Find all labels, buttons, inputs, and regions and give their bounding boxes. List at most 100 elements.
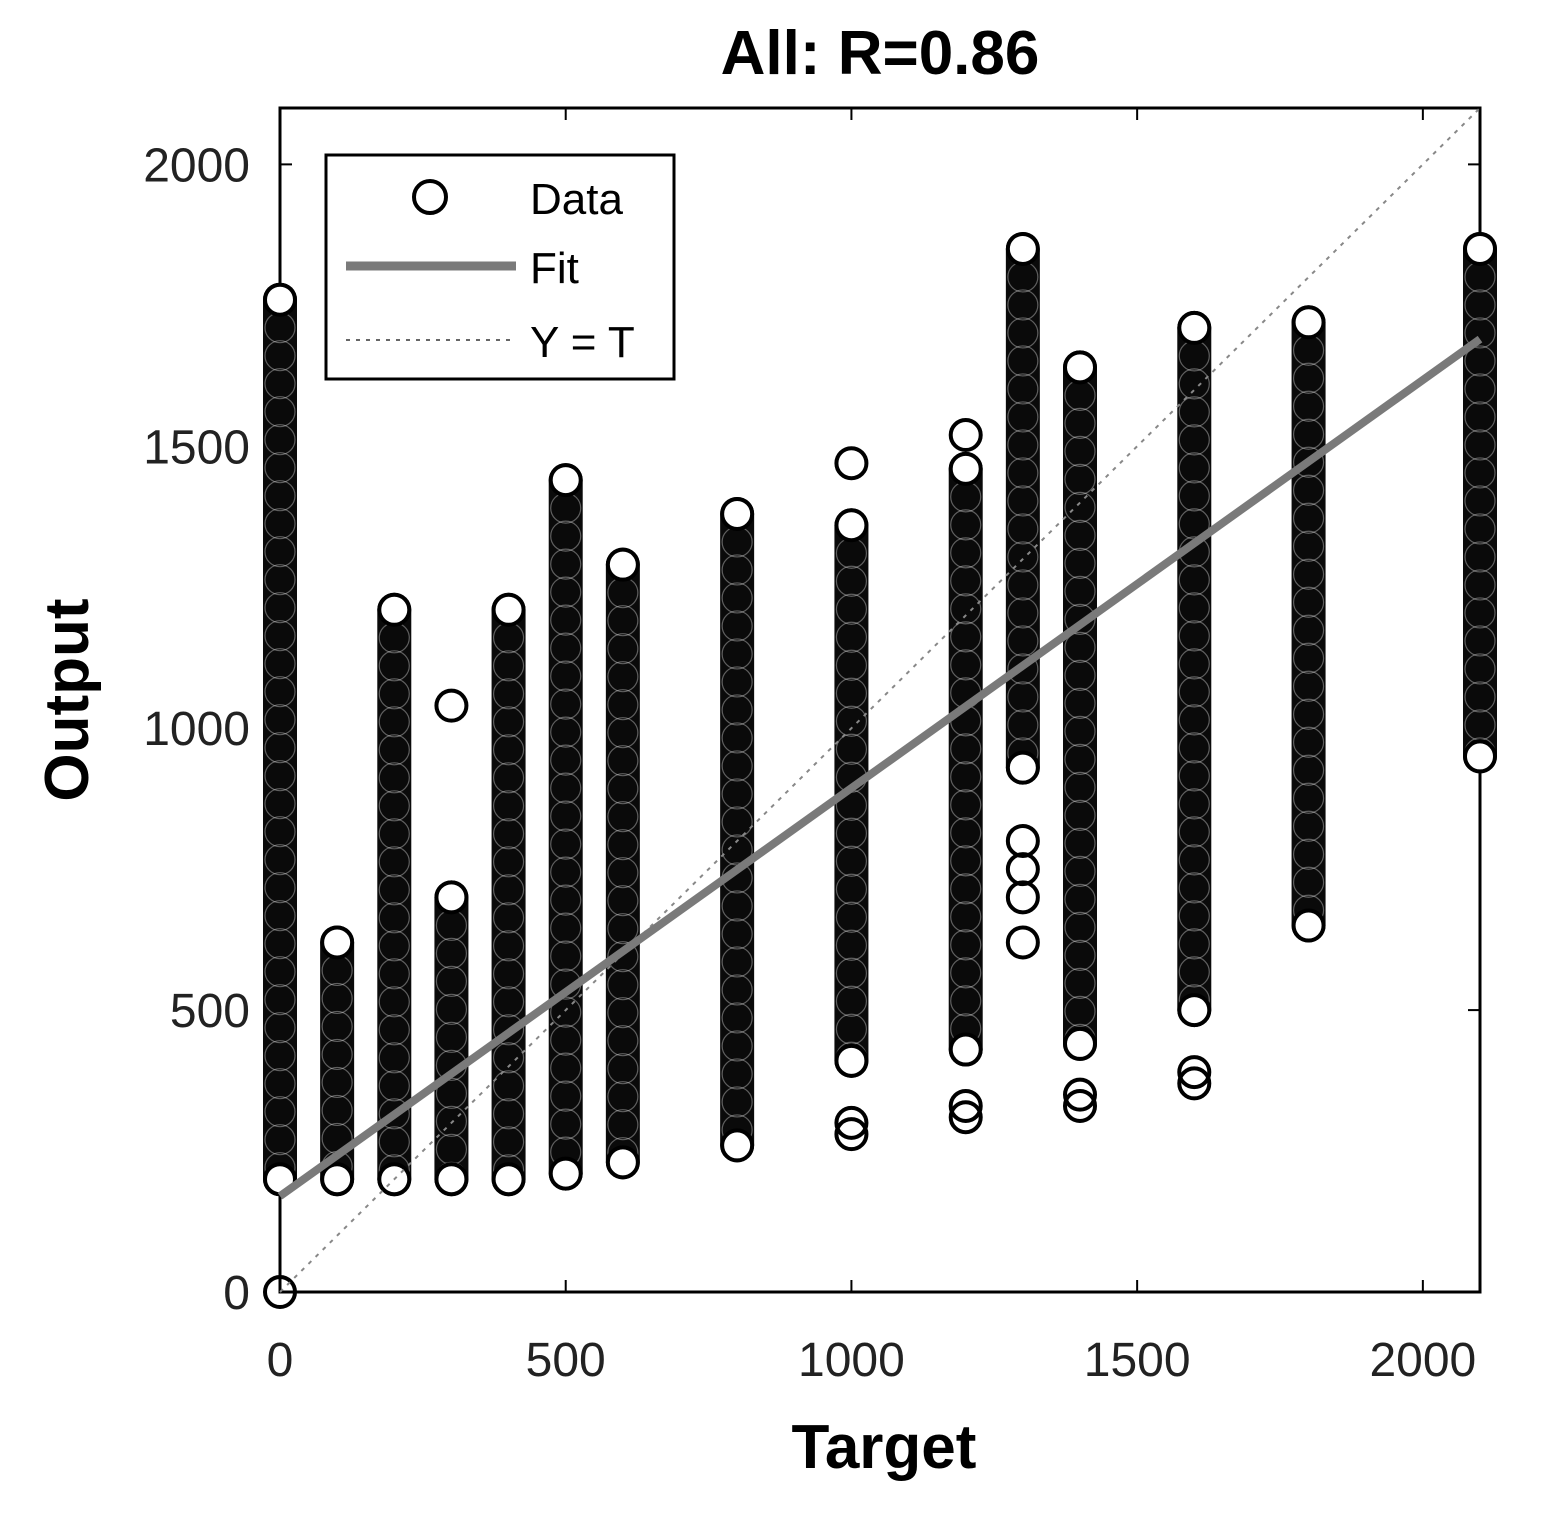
x-tick-label: 0 — [267, 1334, 294, 1387]
data-point-ring — [1007, 429, 1039, 461]
data-point-ring — [435, 1105, 468, 1137]
data-point-ring — [1178, 648, 1210, 680]
data-point — [1063, 1026, 1097, 1061]
data-point-ring — [264, 396, 296, 428]
data-point-ring — [1292, 446, 1325, 478]
data-point-ring — [378, 678, 410, 710]
data-point-ring — [264, 984, 296, 1016]
data-point-ring — [264, 788, 296, 820]
data-point-ring — [1292, 586, 1325, 618]
data-point — [1177, 993, 1212, 1028]
data-point-ring — [1464, 597, 1496, 629]
data-point-ring — [1464, 625, 1496, 657]
data-point-ring — [721, 974, 753, 1006]
x-tick-label: 500 — [526, 1334, 606, 1387]
data-point-ring — [1178, 844, 1210, 876]
data-point-ring — [835, 957, 868, 989]
data-point-ring — [1007, 541, 1039, 573]
data-point-ring — [607, 801, 639, 833]
data-point-ring — [950, 845, 982, 877]
data-point-ring — [378, 958, 410, 990]
data-point-ring — [1292, 726, 1325, 758]
data-column — [320, 925, 355, 1197]
data-point-ring — [264, 676, 296, 708]
data-column — [1463, 231, 1497, 774]
data-point-ring — [378, 818, 410, 850]
data-point-ring — [950, 901, 982, 933]
data-point-ring — [1064, 547, 1096, 579]
data-point-ring — [1007, 401, 1039, 433]
y-axis: 0 500 1000 1500 2000 — [143, 139, 1480, 1320]
data-point-ring — [1464, 681, 1496, 713]
data-point-ring — [950, 957, 982, 989]
data-point-ring — [264, 368, 296, 400]
x-tick-label: 2000 — [1369, 1334, 1476, 1387]
data-point-ring — [492, 678, 525, 710]
data-point-ring — [1292, 474, 1325, 506]
data-point-ring — [1064, 967, 1096, 999]
data-point — [720, 1128, 755, 1163]
data-point-ring — [607, 745, 639, 777]
data-point-ring — [1292, 502, 1325, 534]
data-point-ring — [835, 985, 868, 1017]
data-point — [1177, 1055, 1212, 1090]
data-column — [1005, 231, 1040, 785]
data-point-ring — [1464, 569, 1496, 601]
data-point-ring — [550, 688, 582, 720]
data-point-ring — [1007, 625, 1039, 657]
data-point-ring — [550, 1080, 582, 1112]
data-point-ring — [607, 969, 639, 1001]
data-point-ring — [435, 1021, 468, 1053]
data-point-ring — [721, 918, 753, 950]
data-point-ring — [1064, 491, 1096, 523]
data-point-ring — [1464, 289, 1496, 321]
data-point — [548, 1156, 583, 1191]
data-point — [1463, 231, 1497, 266]
data-point-ring — [264, 648, 296, 680]
data-point-ring — [492, 958, 525, 990]
data-point — [834, 1105, 869, 1140]
data-point-ring — [721, 1058, 753, 1090]
data-point-ring — [950, 761, 982, 793]
data-point-ring — [1464, 317, 1496, 349]
data-point-ring — [1178, 872, 1210, 904]
data-point-ring — [1178, 928, 1210, 960]
data-point-ring — [950, 929, 982, 961]
data-point-ring — [264, 452, 296, 484]
data-point-ring — [264, 732, 296, 764]
data-point-ring — [378, 874, 410, 906]
data-point-ring — [1292, 362, 1325, 394]
data-point-ring — [721, 890, 753, 922]
data-point-ring — [721, 722, 753, 754]
data-point-ring — [378, 930, 410, 962]
data-point-ring — [321, 1094, 353, 1127]
data-point-ring — [835, 565, 868, 597]
data-point-ring — [721, 778, 753, 810]
data-point-ring — [607, 773, 639, 805]
data-point-ring — [1464, 401, 1496, 433]
data-point — [434, 688, 469, 723]
data-point — [948, 418, 983, 453]
data-point-ring — [1178, 564, 1210, 596]
chart-title: All: R=0.86 — [721, 19, 1040, 88]
data-point-ring — [1464, 485, 1496, 517]
data-point-ring — [835, 593, 868, 625]
data-point-ring — [264, 424, 296, 456]
data-point-ring — [1464, 429, 1496, 461]
data-point — [1005, 823, 1040, 858]
legend-data-marker — [412, 179, 448, 215]
data-point-ring — [378, 986, 410, 1018]
data-point-ring — [607, 1081, 639, 1113]
data-point-ring — [1178, 760, 1210, 792]
data-point-ring — [378, 790, 410, 822]
data-point-ring — [950, 789, 982, 821]
data-point-ring — [721, 666, 753, 698]
data-column — [1177, 310, 1212, 1028]
data-point-ring — [607, 661, 639, 693]
data-point-ring — [1178, 732, 1210, 764]
data-point-ring — [1178, 704, 1210, 736]
data-point-ring — [264, 508, 296, 540]
data-point-ring — [1064, 435, 1096, 467]
data-point-ring — [435, 937, 468, 969]
data-point-ring — [1178, 676, 1210, 708]
